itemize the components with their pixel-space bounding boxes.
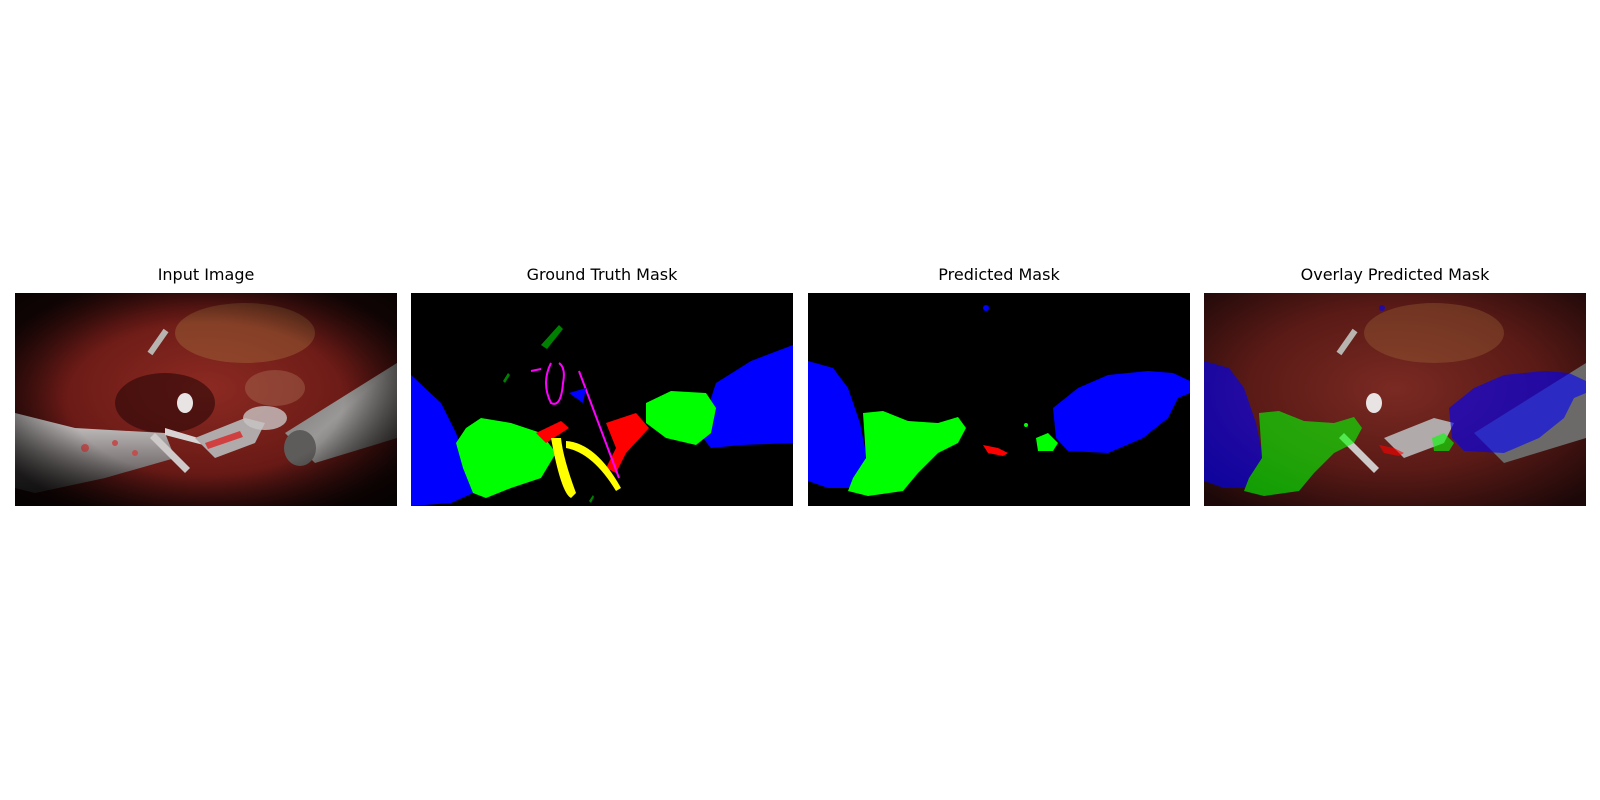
gt-blue-right (699, 345, 793, 448)
pred-green-dot (1024, 423, 1028, 427)
ground-truth-frame (411, 293, 793, 506)
gt-red-left (536, 421, 569, 443)
ground-truth-mask (411, 293, 793, 506)
pred-red (983, 445, 1008, 456)
gt-green-right (646, 391, 716, 445)
overlay-frame (1204, 293, 1586, 506)
gt-magenta-loop (545, 362, 565, 405)
gt-darkgreen-2 (503, 373, 510, 383)
gt-blue-left (411, 375, 473, 506)
panel-predicted-mask: Predicted Mask (808, 264, 1190, 506)
pred-blue-right (1053, 371, 1190, 453)
overlay-image (1204, 293, 1586, 506)
predicted-mask (808, 293, 1190, 506)
pred-blue-left (808, 361, 866, 488)
gt-yellow-2 (566, 441, 621, 491)
pred-green-left (848, 411, 966, 496)
panel-ground-truth-mask: Ground Truth Mask (411, 264, 793, 506)
pred-blue-dot (983, 305, 989, 311)
gt-yellow-1 (551, 438, 576, 498)
gt-red-right (606, 413, 649, 473)
panel-title: Ground Truth Mask (526, 265, 678, 284)
gt-green-left (456, 418, 556, 498)
gt-darkgreen-1 (541, 325, 563, 349)
panel-overlay-predicted-mask: Overlay Predicted Mask (1204, 264, 1586, 506)
predicted-frame (808, 293, 1190, 506)
panel-title: Overlay Predicted Mask (1300, 265, 1490, 284)
gt-blue-small (569, 388, 586, 403)
gt-magenta-dash (530, 368, 542, 372)
input-image-frame (15, 293, 397, 506)
pred-green-right (1036, 433, 1058, 451)
panel-input-image: Input Image (15, 264, 397, 506)
gt-darkgreen-3 (589, 495, 594, 503)
input-surgical-image (15, 293, 397, 506)
panel-title: Input Image (157, 265, 255, 284)
panel-title: Predicted Mask (938, 265, 1060, 284)
